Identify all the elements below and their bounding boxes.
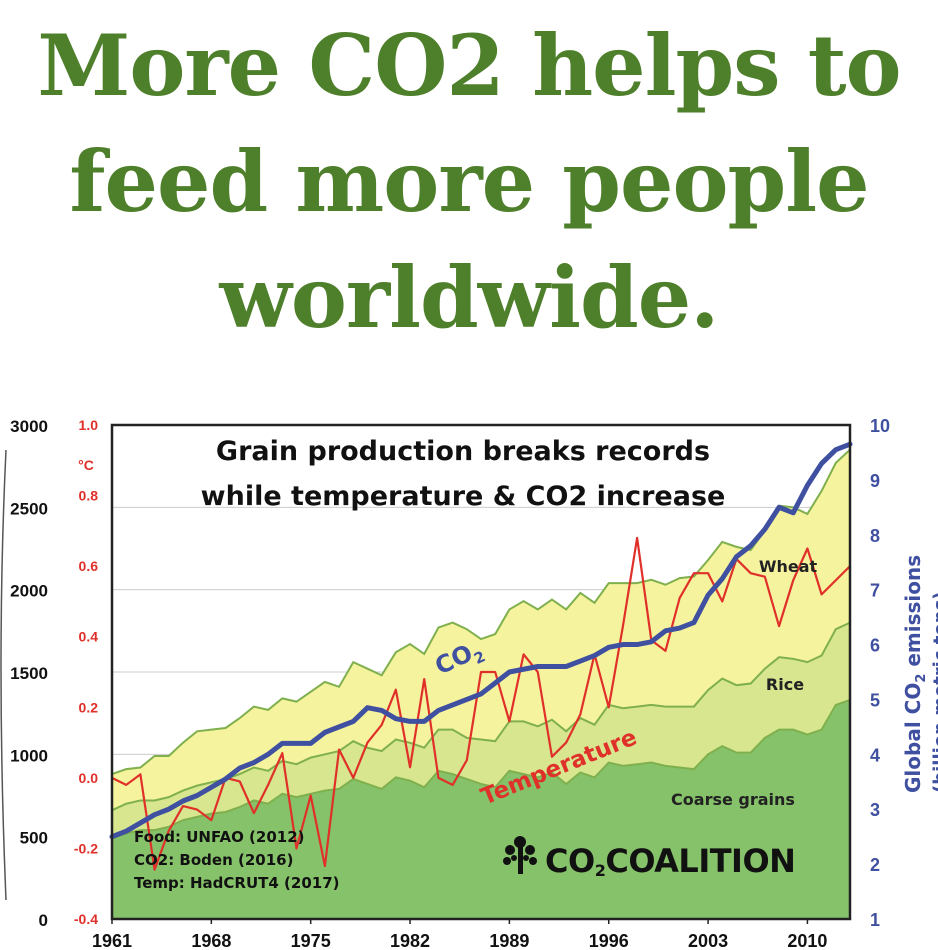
temp-axis-ticks: -0.4 -0.2 0.0 0.2 0.4 0.6 0.8 1.0 xyxy=(74,417,98,927)
coarse-grains-area-boundary xyxy=(111,699,851,840)
wheat-area-boundary xyxy=(111,448,851,776)
right-tick-label: 2 xyxy=(870,855,880,875)
headline: More CO2 helps to feed more people world… xyxy=(0,8,938,356)
tree-icon xyxy=(503,836,537,874)
headline-line-2: feed more people xyxy=(69,132,869,231)
co2-coalition-logo: CO2COALITION xyxy=(503,836,796,880)
temp-tick-label: 0.2 xyxy=(79,699,99,715)
x-tick-label: 1961 xyxy=(92,931,132,950)
x-tick-label: 1989 xyxy=(489,931,529,950)
left-tick-label: 0 xyxy=(39,911,48,930)
chart-title-line-2: while temperature & CO2 increase xyxy=(201,481,726,512)
left-axis-arc xyxy=(0,449,7,901)
temp-tick-label: 1.0 xyxy=(79,417,99,433)
temp-tick-label: 0.8 xyxy=(79,488,99,504)
rice-label: Rice xyxy=(766,675,804,694)
right-tick-label: 10 xyxy=(870,416,890,436)
right-tick-label: 7 xyxy=(870,581,880,601)
left-tick-label: 1500 xyxy=(10,664,48,683)
left-tick-label: 3000 xyxy=(10,417,48,436)
right-tick-label: 8 xyxy=(870,526,880,546)
source-temp: Temp: HadCRUT4 (2017) xyxy=(134,874,340,892)
right-axis-label-main: Global CO xyxy=(901,683,925,793)
x-tick-label: 1975 xyxy=(291,931,331,950)
temp-tick-label: 0.4 xyxy=(79,629,99,645)
logo-text: CO2COALITION xyxy=(545,842,795,880)
rice-area-boundary xyxy=(111,621,851,812)
right-axis-ticks: 1 2 3 4 5 6 7 8 9 10 xyxy=(870,416,890,930)
right-tick-label: 4 xyxy=(870,745,880,765)
series-lines xyxy=(109,441,853,871)
x-axis-ticks: 1961 1968 1975 1982 1989 1996 2003 2010 xyxy=(92,919,827,950)
right-axis-label-tail: emissions xyxy=(901,555,925,674)
chart-title-line-1: Grain production breaks records xyxy=(216,436,710,467)
right-axis-units: (billion metric tons) xyxy=(930,591,938,793)
grain-production-chart: 0 500 1000 1500 2000 2500 3000 -0.4 -0.2 0.0 0.2 0… xyxy=(0,410,938,950)
coarse-grains-label: Coarse grains xyxy=(671,790,795,809)
logo-sub: 2 xyxy=(595,861,606,880)
right-tick-label: 6 xyxy=(870,636,880,656)
temperature-line xyxy=(111,536,851,871)
temp-tick-label: -0.4 xyxy=(74,911,98,927)
left-tick-label: 1000 xyxy=(10,746,48,765)
left-tick-label: 2000 xyxy=(10,582,48,601)
left-tick-label: 2500 xyxy=(10,499,48,518)
co2-line xyxy=(109,441,853,840)
x-tick-label: 1982 xyxy=(390,931,430,950)
right-tick-label: 3 xyxy=(870,800,880,820)
temp-tick-label: 0.6 xyxy=(79,558,99,574)
right-axis-label-sub: 2 xyxy=(914,674,929,683)
logo-tail: COALITION xyxy=(605,842,795,880)
left-axis-ticks: 0 500 1000 1500 2000 2500 3000 xyxy=(10,417,48,930)
temp-tick-label: -0.2 xyxy=(74,840,98,856)
x-tick-label: 1996 xyxy=(589,931,629,950)
left-tick-label: 500 xyxy=(20,829,48,848)
right-tick-label: 5 xyxy=(870,690,880,710)
right-axis-label: Global CO2 emissions xyxy=(901,555,929,793)
x-tick-label: 1968 xyxy=(191,931,231,950)
right-tick-label: 1 xyxy=(870,910,880,930)
temp-tick-label: 0.0 xyxy=(79,770,99,786)
wheat-label: Wheat xyxy=(759,557,818,576)
coarse-grains-area xyxy=(112,699,850,919)
headline-line-1: More CO2 helps to xyxy=(37,16,901,115)
right-tick-label: 9 xyxy=(870,471,880,491)
x-tick-label: 2003 xyxy=(688,931,728,950)
temp-unit-label: °C xyxy=(78,457,94,473)
x-tick-label: 2010 xyxy=(787,931,827,950)
logo-main: CO xyxy=(545,842,595,880)
headline-line-3: worldwide. xyxy=(219,248,720,347)
plot-frame xyxy=(110,423,852,921)
source-co2: CO2: Boden (2016) xyxy=(134,851,293,869)
source-food: Food: UNFAO (2012) xyxy=(134,828,305,846)
